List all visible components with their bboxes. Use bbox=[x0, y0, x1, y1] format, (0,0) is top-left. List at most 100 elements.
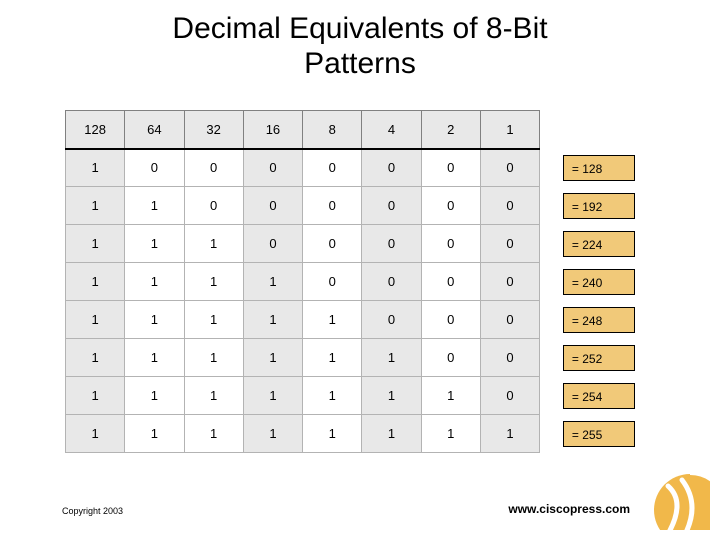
bit-cell: 0 bbox=[243, 187, 302, 225]
col-header: 8 bbox=[303, 111, 362, 149]
gap bbox=[540, 301, 554, 339]
table-row: 11111110= 254 bbox=[66, 377, 645, 415]
bit-cell: 1 bbox=[66, 149, 125, 187]
gap bbox=[553, 111, 644, 149]
bit-pattern-table: 128 64 32 16 8 4 2 1 10000000= 128110000… bbox=[65, 110, 645, 453]
gap bbox=[540, 111, 554, 149]
bit-cell: 1 bbox=[243, 263, 302, 301]
bit-cell: 1 bbox=[184, 339, 243, 377]
bit-cell: 0 bbox=[303, 149, 362, 187]
col-header: 4 bbox=[362, 111, 421, 149]
gap bbox=[540, 225, 554, 263]
bit-cell: 1 bbox=[66, 225, 125, 263]
bit-cell: 1 bbox=[421, 415, 480, 453]
bit-cell: 1 bbox=[243, 339, 302, 377]
bit-cell: 1 bbox=[66, 415, 125, 453]
bit-cell: 0 bbox=[480, 339, 539, 377]
bit-cell: 0 bbox=[303, 263, 362, 301]
result-box: = 192 bbox=[563, 193, 635, 219]
bit-cell: 0 bbox=[480, 301, 539, 339]
bit-cell: 0 bbox=[362, 301, 421, 339]
bit-cell: 1 bbox=[125, 377, 184, 415]
result-box: = 128 bbox=[563, 155, 635, 181]
result-cell: = 255 bbox=[553, 415, 644, 453]
result-box: = 252 bbox=[563, 345, 635, 371]
bit-cell: 1 bbox=[66, 301, 125, 339]
bit-cell: 1 bbox=[243, 415, 302, 453]
bit-cell: 0 bbox=[421, 149, 480, 187]
gap bbox=[540, 377, 554, 415]
bit-cell: 0 bbox=[362, 225, 421, 263]
bit-cell: 0 bbox=[421, 301, 480, 339]
bit-table-container: 128 64 32 16 8 4 2 1 10000000= 128110000… bbox=[65, 110, 645, 453]
bit-cell: 1 bbox=[303, 415, 362, 453]
col-header: 1 bbox=[480, 111, 539, 149]
bit-cell: 0 bbox=[362, 149, 421, 187]
bit-cell: 1 bbox=[362, 377, 421, 415]
col-header: 2 bbox=[421, 111, 480, 149]
gap bbox=[540, 149, 554, 187]
result-cell: = 252 bbox=[553, 339, 644, 377]
bit-cell: 0 bbox=[421, 339, 480, 377]
bit-cell: 1 bbox=[66, 187, 125, 225]
bit-cell: 1 bbox=[125, 263, 184, 301]
bit-cell: 0 bbox=[243, 225, 302, 263]
bit-cell: 0 bbox=[303, 225, 362, 263]
bit-cell: 1 bbox=[66, 263, 125, 301]
result-cell: = 128 bbox=[553, 149, 644, 187]
bit-cell: 1 bbox=[303, 339, 362, 377]
col-header: 128 bbox=[66, 111, 125, 149]
gap bbox=[540, 339, 554, 377]
bit-cell: 0 bbox=[480, 377, 539, 415]
site-url: www.ciscopress.com bbox=[508, 502, 630, 516]
bit-cell: 1 bbox=[184, 263, 243, 301]
table-row: 11000000= 192 bbox=[66, 187, 645, 225]
bit-cell: 0 bbox=[184, 149, 243, 187]
bit-cell: 1 bbox=[362, 415, 421, 453]
table-row: 11111000= 248 bbox=[66, 301, 645, 339]
result-box: = 255 bbox=[563, 421, 635, 447]
bit-cell: 1 bbox=[125, 415, 184, 453]
bit-cell: 1 bbox=[66, 339, 125, 377]
bit-cell: 1 bbox=[421, 377, 480, 415]
table-row: 11110000= 240 bbox=[66, 263, 645, 301]
col-header: 64 bbox=[125, 111, 184, 149]
table-row: 11111100= 252 bbox=[66, 339, 645, 377]
result-cell: = 254 bbox=[553, 377, 644, 415]
bit-cell: 1 bbox=[362, 339, 421, 377]
bit-cell: 1 bbox=[184, 377, 243, 415]
col-header: 16 bbox=[243, 111, 302, 149]
bit-cell: 0 bbox=[480, 263, 539, 301]
bit-cell: 0 bbox=[480, 187, 539, 225]
bit-cell: 0 bbox=[243, 149, 302, 187]
page-title: Decimal Equivalents of 8-Bit Patterns bbox=[0, 0, 720, 81]
bit-cell: 1 bbox=[125, 187, 184, 225]
bit-cell: 0 bbox=[480, 225, 539, 263]
bit-cell: 0 bbox=[421, 263, 480, 301]
bit-cell: 0 bbox=[362, 263, 421, 301]
gap bbox=[540, 415, 554, 453]
brand-logo-icon bbox=[646, 466, 710, 530]
bit-cell: 1 bbox=[303, 377, 362, 415]
bit-cell: 1 bbox=[184, 301, 243, 339]
result-box: = 240 bbox=[563, 269, 635, 295]
bit-cell: 1 bbox=[303, 301, 362, 339]
bit-cell: 1 bbox=[66, 377, 125, 415]
table-row: 11111111= 255 bbox=[66, 415, 645, 453]
table-row: 11100000= 224 bbox=[66, 225, 645, 263]
table-row: 10000000= 128 bbox=[66, 149, 645, 187]
bit-cell: 0 bbox=[421, 187, 480, 225]
bit-cell: 1 bbox=[480, 415, 539, 453]
bit-cell: 0 bbox=[480, 149, 539, 187]
bit-cell: 1 bbox=[243, 301, 302, 339]
gap bbox=[540, 263, 554, 301]
result-box: = 248 bbox=[563, 307, 635, 333]
bit-cell: 0 bbox=[303, 187, 362, 225]
title-line-1: Decimal Equivalents of 8-Bit bbox=[172, 12, 547, 45]
bit-cell: 0 bbox=[362, 187, 421, 225]
bit-cell: 1 bbox=[125, 339, 184, 377]
table-header-row: 128 64 32 16 8 4 2 1 bbox=[66, 111, 645, 149]
bit-cell: 1 bbox=[184, 415, 243, 453]
bit-cell: 1 bbox=[125, 301, 184, 339]
bit-cell: 1 bbox=[184, 225, 243, 263]
